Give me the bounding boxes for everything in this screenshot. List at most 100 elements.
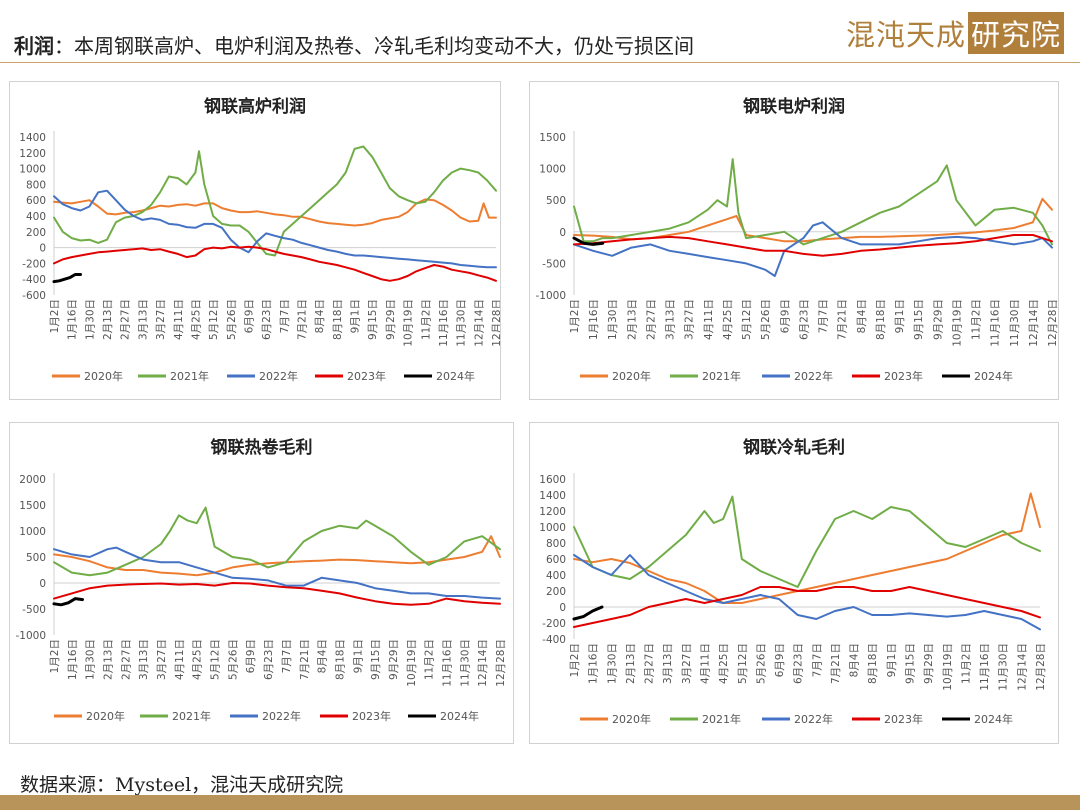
data-source-note: 数据来源：Mysteel，混沌天成研究院 [20, 774, 344, 796]
series-line-2021 [573, 158, 1053, 246]
y-tick-label: 400 [546, 570, 566, 582]
x-tick-label: 1月30日 [606, 643, 618, 684]
y-tick-label: 1000 [19, 526, 46, 538]
page-title: 利润：本周钢联高炉、电炉利润及热卷、冷轧毛利均变动不大，仍处亏损区间 [14, 30, 694, 59]
x-tick-label: 11月30日 [998, 643, 1010, 691]
x-tick-label: 9月1日 [886, 643, 898, 677]
x-tick-label: 1月16日 [588, 643, 600, 684]
x-tick-label: 8月18日 [334, 639, 346, 680]
x-tick-label: 9月15日 [905, 643, 917, 684]
y-tick-label: -400 [22, 274, 46, 286]
x-tick-label: 3月13日 [138, 639, 150, 680]
legend-label: 2024年 [436, 369, 475, 383]
legend-label: 2020年 [86, 709, 125, 723]
x-tick-label: 6月9日 [243, 299, 255, 333]
legend-label: 2022年 [262, 709, 301, 723]
legend-label: 2021年 [170, 369, 209, 383]
x-tick-label: 11月2日 [424, 639, 436, 680]
x-tick-label: 3月27日 [155, 299, 167, 340]
y-tick-label: 0 [39, 243, 46, 255]
x-tick-label: 9月15日 [367, 299, 379, 340]
chart-panel-eaf-profit: 钢联电炉利润 -1000 -500 0 500 1000 1500 1月2日 1月16日 1月30… [529, 81, 1059, 400]
brand-logo: 混沌天成 研究院 [846, 12, 1065, 54]
chart-svg: 钢联冷轧毛利 -400 -200 0 200 400 600 800 1000 1200 1400 1… [539, 437, 1047, 726]
x-tick-label: 6月23日 [793, 643, 805, 684]
x-tick-label: 9月1日 [352, 639, 364, 673]
y-tick-label: 1000 [539, 164, 566, 176]
x-tick-label: 6月23日 [263, 639, 275, 680]
y-tick-label: 500 [546, 195, 566, 207]
y-tick-label: -600 [22, 290, 46, 302]
legend-label: 2023年 [347, 369, 386, 383]
x-tick-label: 3月13日 [665, 299, 677, 340]
series-line-2022 [573, 221, 1053, 277]
x-tick-label: 12月14日 [477, 639, 489, 687]
y-tick-label: 0 [559, 227, 566, 239]
x-tick-label: 8月4日 [314, 299, 326, 333]
x-tick-label: 2月27日 [120, 299, 132, 340]
x-tick-label: 1月16日 [67, 299, 79, 340]
x-tick-label: 9月15日 [913, 299, 925, 340]
y-tick-label: 600 [546, 554, 566, 566]
x-tick-label: 2月13日 [103, 639, 115, 680]
y-tick-label: 800 [26, 179, 46, 191]
x-tick-label: 5月12日 [741, 299, 753, 340]
x-tick-label: 6月23日 [261, 299, 273, 340]
x-tick-label: 9月29日 [388, 639, 400, 680]
x-tick-label: 9月29日 [923, 643, 935, 684]
chart-panel-cold-rolled-margin: 钢联冷轧毛利 -400 -200 0 200 400 600 800 1000 1200 1400 1… [529, 422, 1059, 744]
x-tick-label: 4月25日 [718, 643, 730, 684]
x-tick-label: 2月27日 [644, 643, 656, 684]
x-tick-label: 10月19日 [942, 643, 954, 691]
x-tick-label: 5月26日 [760, 299, 772, 340]
x-tick-label: 1月2日 [49, 299, 61, 333]
chart-svg: 钢联高炉利润 -600 -400 -200 0 200 400 600 800 1000 1200 1… [19, 96, 500, 383]
series-line-2020 [573, 492, 1041, 604]
y-tick-label: 800 [546, 538, 566, 550]
y-tick-label: 2000 [19, 474, 46, 486]
x-tick-label: 1月30日 [607, 299, 619, 340]
legend-label: 2022年 [794, 712, 833, 726]
x-tick-label: 6月9日 [245, 639, 257, 673]
legend-label: 2023年 [352, 709, 391, 723]
x-tick-label: 9月1日 [350, 299, 362, 333]
y-tick-label: 0 [39, 578, 46, 590]
x-tick-label: 8月4日 [849, 643, 861, 677]
y-tick-label: 1000 [19, 164, 46, 176]
x-tick-label: 2月27日 [645, 299, 657, 340]
series-line-2023 [53, 582, 501, 606]
x-tick-label: 5月26日 [226, 299, 238, 340]
x-tick-label: 12月14日 [473, 299, 485, 347]
y-tick-label: 1500 [19, 500, 46, 512]
x-tick-label: 3月13日 [137, 299, 149, 340]
x-tick-label: 8月4日 [856, 299, 868, 333]
series-line-2021 [53, 145, 497, 257]
series-line-2021 [573, 495, 1041, 588]
y-tick-label: 1600 [539, 474, 566, 486]
chart-svg: 钢联热卷毛利 -1000 -500 0 500 1000 1500 2000 1月2日 1月16日… [15, 437, 507, 723]
y-tick-label: -1000 [15, 630, 46, 642]
footer-bar [0, 795, 1080, 810]
chart-panel-hot-rolled-margin: 钢联热卷毛利 -1000 -500 0 500 1000 1500 2000 1月2日 1月16日… [9, 422, 514, 744]
x-tick-label: 2月13日 [102, 299, 114, 340]
series-line-2024 [52, 273, 82, 284]
page-title-bold: 利润 [14, 34, 54, 58]
chart-title: 钢联热卷毛利 [211, 437, 313, 458]
series-line-2024 [572, 236, 605, 246]
x-tick-label: 12月28日 [1047, 299, 1058, 347]
legend-label: 2022年 [794, 369, 833, 383]
x-tick-label: 1月2日 [49, 639, 61, 673]
x-tick-label: 7月7日 [818, 299, 830, 333]
x-tick-label: 7月21日 [297, 299, 309, 340]
legend-label: 2020年 [612, 712, 651, 726]
x-tick-label: 1月16日 [67, 639, 79, 680]
x-tick-label: 11月2日 [960, 643, 972, 684]
x-tick-label: 10月19日 [403, 299, 415, 347]
x-tick-label: 11月2日 [971, 299, 983, 340]
x-tick-label: 1月30日 [85, 639, 97, 680]
legend-label: 2021年 [172, 709, 211, 723]
series-line-2024 [572, 605, 604, 621]
x-tick-label: 3月27日 [684, 299, 696, 340]
x-tick-label: 7月21日 [830, 643, 842, 684]
series-line-2023 [573, 234, 1053, 257]
